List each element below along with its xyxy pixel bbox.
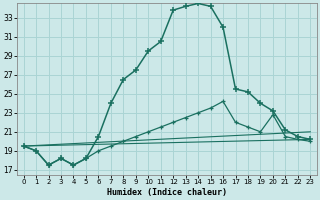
X-axis label: Humidex (Indice chaleur): Humidex (Indice chaleur) [107,188,227,197]
